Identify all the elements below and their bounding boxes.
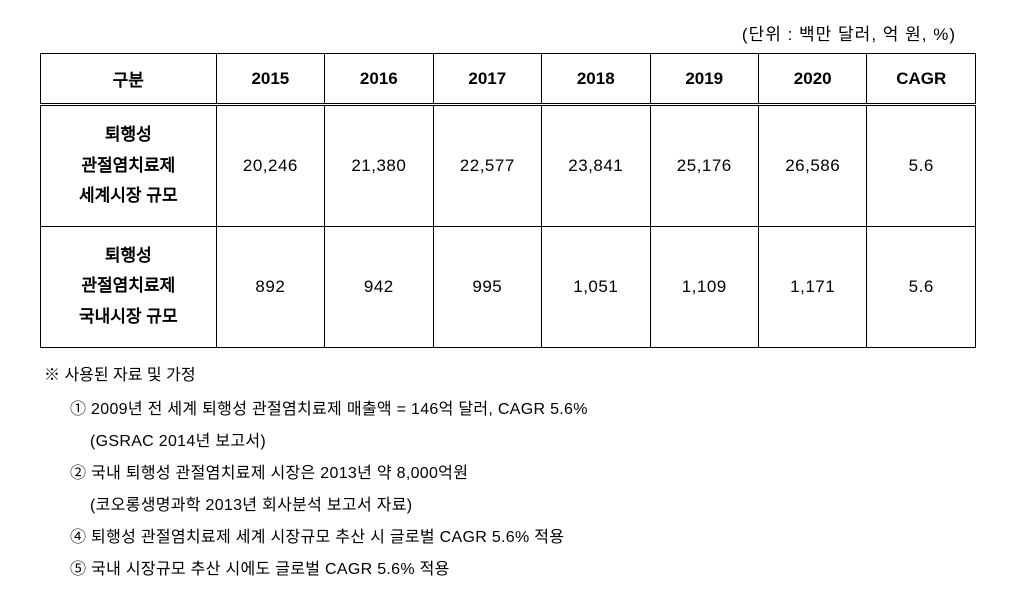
cell-value: 23,841 xyxy=(542,105,650,227)
col-header-2018: 2018 xyxy=(542,54,650,105)
col-header-category: 구분 xyxy=(41,54,217,105)
col-header-2015: 2015 xyxy=(216,54,324,105)
cell-value: 1,171 xyxy=(758,226,866,347)
table-row: 퇴행성 관절염치료제 국내시장 규모 892 942 995 1,051 1,1… xyxy=(41,226,976,347)
note-item: ② 국내 퇴행성 관절염치료제 시장은 2013년 약 8,000억원 xyxy=(44,458,976,490)
table-row: 퇴행성 관절염치료제 세계시장 규모 20,246 21,380 22,577 … xyxy=(41,105,976,227)
row-label-global: 퇴행성 관절염치료제 세계시장 규모 xyxy=(41,105,217,227)
notes-heading: ※ 사용된 자료 및 가정 xyxy=(44,360,976,392)
market-data-table: 구분 2015 2016 2017 2018 2019 2020 CAGR 퇴행… xyxy=(40,53,976,348)
note-sub: (GSRAC 2014년 보고서) xyxy=(44,426,976,458)
notes-section: ※ 사용된 자료 및 가정 ① 2009년 전 세계 퇴행성 관절염치료제 매출… xyxy=(40,360,976,586)
cell-value: 5.6 xyxy=(867,226,976,347)
cell-value: 20,246 xyxy=(216,105,324,227)
cell-value: 892 xyxy=(216,226,324,347)
cell-value: 26,586 xyxy=(758,105,866,227)
row-label-domestic: 퇴행성 관절염치료제 국내시장 규모 xyxy=(41,226,217,347)
note-sub: (코오롱생명과학 2013년 회사분석 보고서 자료) xyxy=(44,490,976,522)
col-header-2019: 2019 xyxy=(650,54,758,105)
cell-value: 25,176 xyxy=(650,105,758,227)
cell-value: 942 xyxy=(325,226,433,347)
cell-value: 1,109 xyxy=(650,226,758,347)
cell-value: 22,577 xyxy=(433,105,541,227)
unit-label: (단위 : 백만 달러, 억 원, %) xyxy=(40,20,956,45)
cell-value: 1,051 xyxy=(542,226,650,347)
cell-value: 21,380 xyxy=(325,105,433,227)
cell-value: 5.6 xyxy=(867,105,976,227)
col-header-2020: 2020 xyxy=(758,54,866,105)
col-header-cagr: CAGR xyxy=(867,54,976,105)
cell-value: 995 xyxy=(433,226,541,347)
col-header-2016: 2016 xyxy=(325,54,433,105)
note-item: ① 2009년 전 세계 퇴행성 관절염치료제 매출액 = 146억 달러, C… xyxy=(44,394,976,426)
table-header-row: 구분 2015 2016 2017 2018 2019 2020 CAGR xyxy=(41,54,976,105)
note-item: ④ 퇴행성 관절염치료제 세계 시장규모 추산 시 글로벌 CAGR 5.6% … xyxy=(44,522,976,554)
col-header-2017: 2017 xyxy=(433,54,541,105)
